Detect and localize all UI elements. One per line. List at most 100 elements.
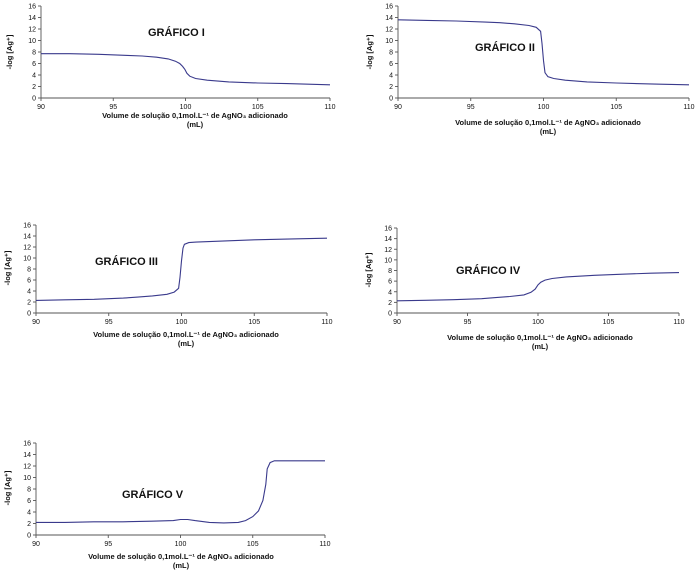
y-tick-label: 6	[27, 278, 31, 285]
chart-5: 0 2 4 6 8 10 12 14 16 90 95 100 105 110 GRÁFICO V Volum…	[3, 441, 331, 571]
y-tick-label: 8	[32, 50, 36, 57]
y-axis-label: -log [Ag⁺]	[5, 34, 14, 69]
y-axis-label: -log [Ag⁺]	[364, 252, 373, 287]
y-tick-label: 0	[32, 96, 36, 103]
y-tick-label: 4	[32, 73, 36, 80]
chart-title: GRÁFICO III	[95, 255, 158, 268]
y-tick-label: 8	[27, 267, 31, 274]
y-tick-label: 14	[23, 234, 31, 241]
y-tick-label: 10	[28, 38, 36, 45]
y-tick-label: 2	[32, 84, 36, 91]
y-tick-label: 0	[27, 311, 31, 318]
x-tick-label: 100	[538, 104, 550, 111]
y-tick-label: 10	[385, 38, 393, 45]
y-tick-label: 2	[388, 300, 392, 307]
x-tick-label: 110	[683, 104, 694, 111]
x-tick-label: 105	[610, 104, 622, 111]
chart-title: GRÁFICO I	[148, 26, 205, 39]
series-line	[36, 460, 325, 524]
y-tick-label: 10	[23, 256, 31, 263]
x-tick-label: 100	[175, 541, 187, 548]
chart-4: 0 2 4 6 8 10 12 14 16 90 95 100 105 110 GRÁFICO IV Volu…	[364, 226, 685, 352]
x-axis-unit: (mL)	[187, 120, 204, 129]
x-tick-label: 105	[247, 541, 259, 548]
x-axis-unit: (mL)	[173, 561, 190, 570]
x-tick-label: 95	[467, 104, 475, 111]
y-axis-label: -log [Ag⁺]	[3, 250, 12, 285]
y-tick-label: 12	[28, 27, 36, 34]
x-tick-label: 105	[603, 319, 615, 326]
x-tick-label: 90	[37, 104, 45, 111]
x-tick-label: 95	[464, 319, 472, 326]
y-tick-label: 2	[27, 300, 31, 307]
x-axis-label: Volume de solução 0,1mol.L⁻¹ de AgNO₃ ad…	[447, 333, 633, 342]
y-tick-label: 6	[388, 279, 392, 286]
y-tick-label: 4	[27, 510, 31, 517]
x-tick-label: 110	[673, 319, 684, 326]
series-line	[396, 272, 680, 302]
x-axis-label: Volume de solução 0,1mol.L⁻¹ de AgNO₃ ad…	[93, 330, 279, 339]
y-tick-label: 10	[384, 257, 392, 264]
y-tick-label: 12	[23, 464, 31, 471]
y-tick-label: 14	[385, 15, 393, 22]
y-tick-label: 14	[23, 452, 31, 459]
y-tick-label: 8	[388, 268, 392, 275]
y-tick-label: 4	[27, 289, 31, 296]
series-line	[41, 53, 331, 86]
series-line	[397, 19, 690, 86]
x-tick-label: 90	[393, 319, 401, 326]
x-tick-label: 110	[324, 104, 335, 111]
chart-title: GRÁFICO II	[475, 41, 535, 54]
x-tick-label: 95	[104, 541, 112, 548]
y-tick-label: 4	[389, 73, 393, 80]
y-tick-label: 2	[389, 84, 393, 91]
x-axis-unit: (mL)	[540, 127, 557, 136]
y-tick-label: 2	[27, 521, 31, 528]
y-axis-label: -log [Ag⁺]	[3, 470, 12, 505]
y-tick-label: 16	[385, 4, 393, 11]
y-tick-label: 10	[23, 475, 31, 482]
y-tick-label: 4	[388, 289, 392, 296]
y-tick-label: 12	[384, 247, 392, 254]
chart-title: GRÁFICO V	[122, 488, 184, 501]
x-tick-label: 100	[180, 104, 192, 111]
y-tick-label: 12	[23, 245, 31, 252]
x-tick-label: 100	[532, 319, 544, 326]
y-tick-label: 0	[27, 533, 31, 540]
y-tick-label: 14	[28, 15, 36, 22]
x-axis-label: Volume de solução 0,1mol.L⁻¹ de AgNO₃ ad…	[88, 552, 274, 561]
x-tick-label: 100	[176, 319, 188, 326]
chart-1: 0 2 4 6 8 10 12 14 16 90 95 100 105 110 GRÁFICO I Volum…	[5, 4, 336, 130]
y-tick-label: 8	[389, 50, 393, 57]
series-line	[35, 237, 328, 301]
y-tick-label: 0	[389, 96, 393, 103]
x-tick-label: 110	[319, 541, 330, 548]
y-tick-label: 8	[27, 487, 31, 494]
y-tick-label: 12	[385, 27, 393, 34]
y-tick-label: 0	[388, 311, 392, 318]
x-tick-label: 90	[32, 319, 40, 326]
chart-2: 0 2 4 6 8 10 12 14 16 90 95 100 105 110 GRÁFICO II Volu…	[365, 4, 695, 137]
x-axis-unit: (mL)	[532, 342, 549, 351]
x-tick-label: 105	[252, 104, 264, 111]
y-tick-label: 6	[32, 61, 36, 68]
y-tick-label: 6	[27, 498, 31, 505]
x-axis-unit: (mL)	[178, 339, 195, 348]
y-tick-label: 16	[23, 223, 31, 230]
y-tick-label: 14	[384, 236, 392, 243]
x-tick-label: 105	[248, 319, 260, 326]
y-axis-label: -log [Ag⁺]	[365, 34, 374, 69]
chart-3: 0 2 4 6 8 10 12 14 16 90 95 100 105 110 GRÁFICO III Vol…	[3, 223, 333, 349]
x-axis-label: Volume de solução 0,1mol.L⁻¹ de AgNO₃ ad…	[102, 111, 288, 120]
x-tick-label: 95	[105, 319, 113, 326]
x-tick-label: 110	[321, 319, 332, 326]
x-tick-label: 90	[32, 541, 40, 548]
y-tick-label: 16	[23, 441, 31, 448]
x-tick-label: 95	[109, 104, 117, 111]
y-tick-label: 16	[28, 4, 36, 11]
x-tick-label: 90	[394, 104, 402, 111]
chart-title: GRÁFICO IV	[456, 264, 521, 277]
y-tick-label: 6	[389, 61, 393, 68]
x-axis-label: Volume de solução 0,1mol.L⁻¹ de AgNO₃ ad…	[455, 118, 641, 127]
